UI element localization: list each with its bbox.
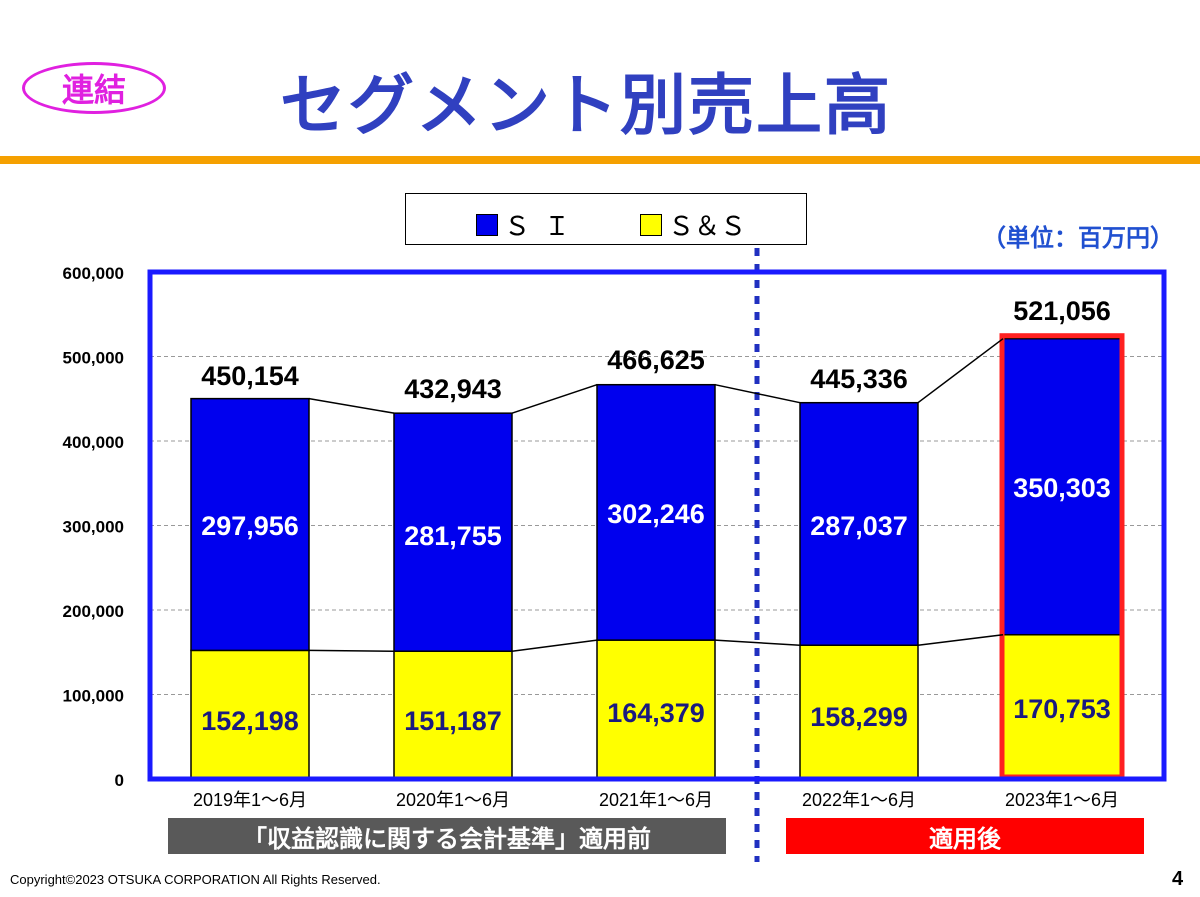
data-label-si: 287,037	[810, 511, 908, 541]
total-connector-line	[308, 397, 395, 414]
x-tick-label: 2023年1～6月	[1005, 790, 1119, 810]
after-adoption-tag: 適用後	[786, 818, 1144, 854]
data-label-ss: 151,187	[404, 706, 502, 736]
bar-si	[596, 383, 716, 641]
chart-legend: ＳＩ Ｓ＆Ｓ	[405, 193, 807, 245]
y-tick-label: 400,000	[63, 433, 124, 452]
data-label-total: 432,943	[404, 374, 502, 404]
before-adoption-label: 「収益認識に関する会計基準」適用前	[243, 824, 651, 853]
bar-si	[190, 397, 310, 652]
page-number: 4	[1172, 868, 1184, 890]
legend-swatch-ss	[640, 213, 662, 236]
total-connector-line	[511, 383, 598, 414]
total-connector-line	[714, 383, 801, 404]
copyright-notice: Copyright©2023 OTSUKA CORPORATION All Ri…	[10, 872, 381, 887]
after-adoption-label: 適用後	[929, 824, 1001, 853]
legend-item-si: ＳＩ	[476, 206, 584, 243]
bar-si	[393, 412, 513, 652]
before-adoption-tag: 「収益認識に関する会計基準」適用前	[168, 818, 726, 854]
legend-item-ss: Ｓ＆Ｓ	[640, 206, 746, 243]
data-label-total: 466,625	[607, 345, 705, 375]
bar-si	[799, 401, 919, 646]
title-divider	[0, 156, 1200, 164]
data-label-si: 297,956	[201, 511, 299, 541]
data-label-si: 350,303	[1013, 473, 1111, 503]
ss-connector-line	[511, 639, 598, 652]
y-tick-label: 500,000	[63, 349, 124, 368]
consolidated-badge-label: 連結	[61, 71, 126, 109]
total-connector-line	[917, 338, 1004, 404]
plot-frame	[147, 269, 1167, 782]
ss-connector-line	[714, 639, 801, 646]
bar-si	[1002, 337, 1122, 636]
data-label-si: 281,755	[404, 521, 502, 551]
y-tick-label: 200,000	[63, 602, 124, 621]
x-tick-label: 2021年1～6月	[599, 790, 713, 810]
x-tick-label: 2022年1～6月	[802, 790, 916, 810]
page-title: セグメント別売上高	[280, 67, 892, 144]
data-label-ss: 158,299	[810, 702, 908, 732]
y-tick-label: 100,000	[63, 687, 124, 706]
ss-connector-line	[917, 633, 1004, 646]
bar-ss	[393, 650, 513, 780]
data-label-total: 450,154	[201, 361, 299, 391]
x-tick-label: 2019年1～6月	[193, 790, 307, 810]
legend-label-ss: Ｓ＆Ｓ	[668, 212, 747, 242]
ss-connector-line	[308, 649, 395, 652]
y-tick-label: 0	[115, 771, 124, 790]
data-label-si: 302,246	[607, 499, 705, 529]
consolidated-badge: 連結	[22, 62, 166, 114]
bar-ss	[799, 644, 919, 780]
legend-swatch-si	[476, 213, 498, 236]
data-label-total: 445,336	[810, 364, 908, 394]
bar-ss	[1002, 633, 1122, 780]
x-tick-label: 2020年1～6月	[396, 790, 510, 810]
y-tick-label: 300,000	[63, 518, 124, 537]
unit-label: （単位：百万円）	[982, 224, 1174, 252]
bar-ss	[190, 649, 310, 780]
data-label-ss: 152,198	[201, 706, 299, 736]
y-tick-label: 600,000	[63, 264, 124, 283]
data-label-ss: 170,753	[1013, 694, 1111, 724]
data-label-total: 521,056	[1013, 296, 1111, 326]
legend-label-si: ＳＩ	[504, 212, 585, 242]
data-label-ss: 164,379	[607, 698, 705, 728]
bar-ss	[596, 639, 716, 780]
